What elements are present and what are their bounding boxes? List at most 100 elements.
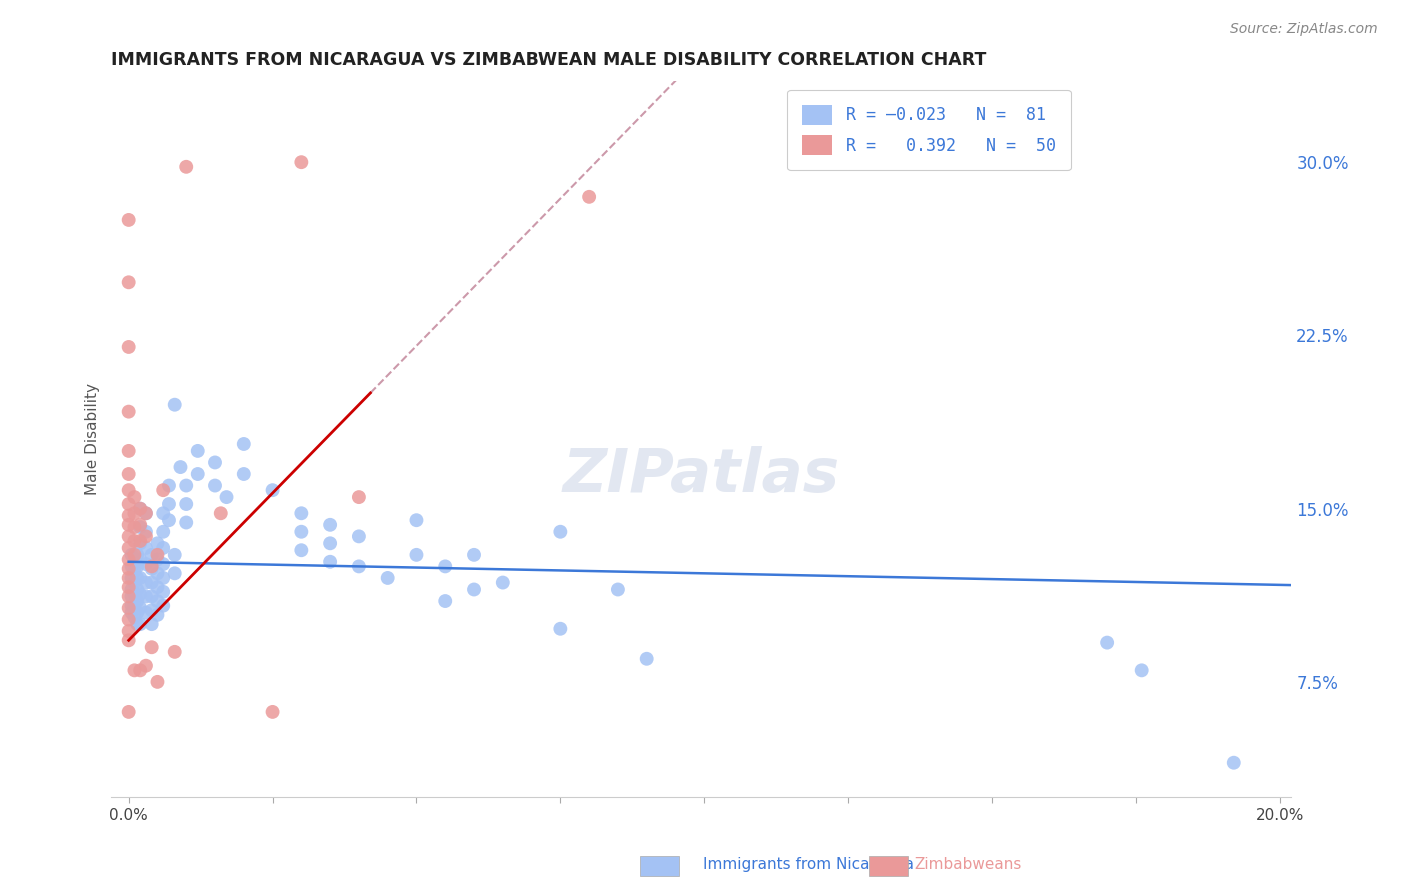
Point: [141, 603, 163, 617]
Point: [141, 575, 163, 590]
Point: [215, 490, 238, 504]
Point: [146, 674, 169, 689]
Point: [129, 501, 152, 516]
Point: [124, 520, 146, 534]
Point: [578, 190, 600, 204]
Point: [118, 705, 141, 719]
Point: [434, 594, 457, 608]
Point: [377, 571, 399, 585]
Point: [121, 582, 143, 597]
Point: [118, 213, 141, 227]
Text: ZIPatlas: ZIPatlas: [562, 446, 839, 505]
Point: [550, 622, 572, 636]
Point: [135, 541, 157, 555]
Point: [146, 536, 169, 550]
Point: [152, 506, 174, 520]
Point: [129, 536, 152, 550]
Point: [129, 520, 152, 534]
Point: [127, 548, 149, 562]
Point: [127, 582, 149, 597]
Point: [127, 594, 149, 608]
Text: IMMIGRANTS FROM NICARAGUA VS ZIMBABWEAN MALE DISABILITY CORRELATION CHART: IMMIGRANTS FROM NICARAGUA VS ZIMBABWEAN …: [111, 51, 987, 69]
Point: [129, 571, 152, 585]
Point: [129, 517, 152, 532]
Point: [118, 275, 141, 289]
Point: [146, 552, 169, 566]
Point: [124, 548, 146, 562]
Point: [124, 533, 146, 548]
Point: [146, 607, 169, 622]
Point: [118, 590, 141, 604]
Point: [163, 398, 186, 412]
Point: [118, 562, 141, 576]
Point: [118, 529, 141, 543]
Point: [187, 444, 209, 458]
Point: [124, 575, 146, 590]
Point: [550, 524, 572, 539]
Point: [405, 513, 427, 527]
Text: Source: ZipAtlas.com: Source: ZipAtlas.com: [1230, 22, 1378, 37]
Point: [121, 559, 143, 574]
Point: [492, 575, 515, 590]
Point: [118, 444, 141, 458]
Point: [174, 160, 197, 174]
Point: [141, 562, 163, 576]
Point: [124, 552, 146, 566]
Point: [124, 610, 146, 624]
Point: [118, 517, 141, 532]
Point: [141, 640, 163, 655]
Point: [606, 582, 628, 597]
Point: [636, 652, 658, 666]
Point: [347, 490, 370, 504]
Point: [157, 497, 180, 511]
Point: [129, 617, 152, 632]
Point: [347, 559, 370, 574]
Point: [118, 613, 141, 627]
Point: [135, 658, 157, 673]
Point: [135, 557, 157, 571]
Point: [124, 490, 146, 504]
Point: [204, 478, 226, 492]
Point: [146, 548, 169, 562]
Point: [127, 617, 149, 632]
Point: [209, 506, 232, 520]
Point: [405, 548, 427, 562]
Point: [163, 548, 186, 562]
Point: [129, 533, 152, 548]
Point: [135, 506, 157, 520]
Point: [135, 529, 157, 543]
Point: [135, 506, 157, 520]
Point: [146, 580, 169, 594]
Point: [290, 155, 312, 169]
Point: [157, 513, 180, 527]
Point: [232, 437, 254, 451]
Point: [118, 541, 141, 555]
Point: [141, 548, 163, 562]
Point: [135, 575, 157, 590]
Point: [124, 587, 146, 601]
Point: [121, 606, 143, 620]
Point: [118, 404, 141, 418]
Point: [118, 483, 141, 498]
Point: [152, 584, 174, 599]
Point: [319, 555, 342, 569]
Point: [118, 624, 141, 638]
Point: [121, 599, 143, 613]
Point: [118, 340, 141, 354]
Point: [174, 516, 197, 530]
Point: [187, 467, 209, 481]
Point: [118, 552, 141, 566]
Point: [319, 536, 342, 550]
Point: [118, 571, 141, 585]
Point: [290, 543, 312, 558]
Point: [127, 606, 149, 620]
Point: [169, 460, 191, 475]
Point: [121, 548, 143, 562]
Y-axis label: Male Disability: Male Disability: [86, 384, 100, 495]
Point: [141, 617, 163, 632]
Legend: R = –0.023   N =  81, R =   0.392   N =  50: R = –0.023 N = 81, R = 0.392 N = 50: [787, 90, 1070, 170]
Point: [135, 590, 157, 604]
Point: [146, 566, 169, 581]
Point: [262, 705, 284, 719]
Point: [124, 506, 146, 520]
